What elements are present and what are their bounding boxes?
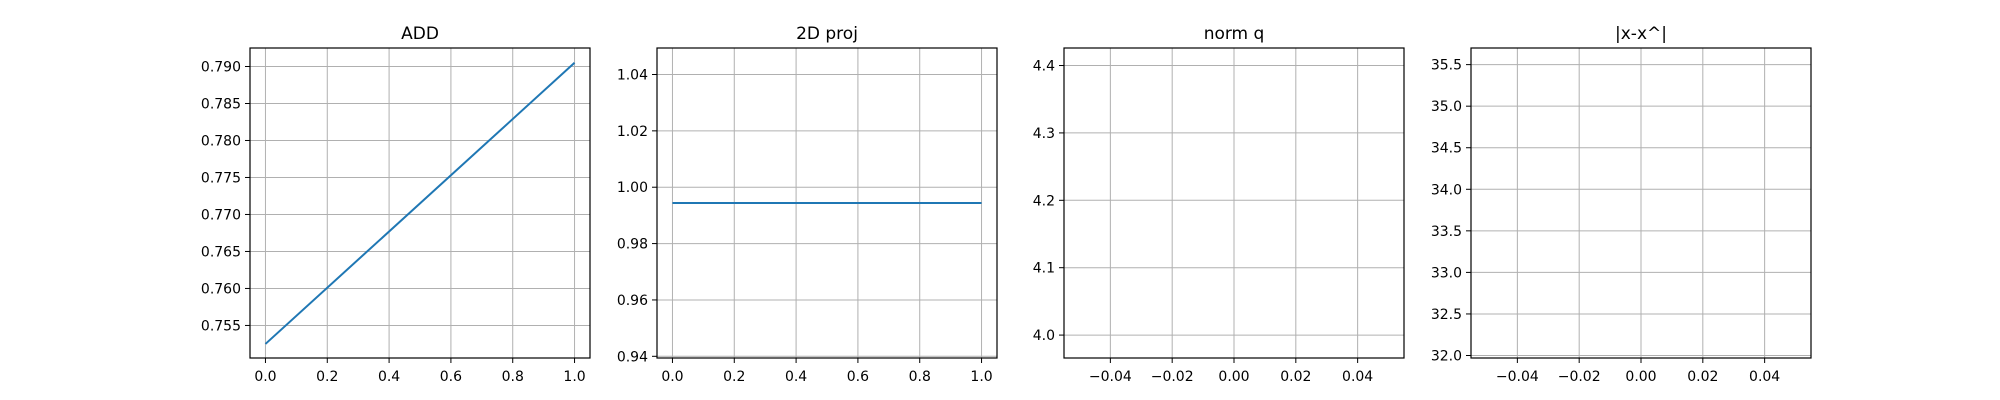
x-tick-label: −0.02 — [1151, 369, 1194, 385]
subplot-title: 2D proj — [796, 24, 858, 44]
x-tick-label: 0.2 — [316, 369, 338, 385]
y-tick-label: 4.1 — [1033, 261, 1055, 277]
y-tick-label: 1.02 — [617, 124, 648, 140]
y-tick-label: 4.0 — [1033, 328, 1055, 344]
subplot-title: |x-x^| — [1615, 24, 1667, 44]
subplot-4: −0.04 −0.02 0.00 0.02 0.04 32.0 32.5 33.0 33.5 34… — [1431, 24, 1812, 385]
x-tick-label: 0.4 — [785, 369, 807, 385]
y-tick-label: 0.790 — [201, 59, 241, 75]
x-tick-label: 0.04 — [1342, 369, 1373, 385]
x-tick-label: 0.2 — [723, 369, 745, 385]
y-tick-label: 4.4 — [1033, 59, 1055, 75]
x-tick-label: 0.6 — [440, 369, 462, 385]
x-tick-label: 0.8 — [502, 369, 524, 385]
y-tick-label: 1.00 — [617, 180, 648, 196]
subplot-title: norm q — [1204, 24, 1265, 44]
x-tick-label: 0.00 — [1625, 369, 1656, 385]
subplot-2: 0.0 0.2 0.4 0.6 0.8 1.0 0.94 0.96 0.98 1.00 1.02 1.… — [617, 24, 998, 385]
axes-frame — [656, 47, 998, 359]
y-tick-label: 0.765 — [201, 244, 241, 260]
y-tick-label: 0.770 — [201, 207, 241, 223]
y-tick-label: 4.2 — [1033, 193, 1055, 209]
y-tick-label: 0.96 — [617, 293, 648, 309]
x-tick-label: 0.0 — [661, 369, 683, 385]
x-tick-label: −0.02 — [1558, 369, 1601, 385]
y-tick-label: 0.760 — [201, 281, 241, 297]
x-tick-label: 0.0 — [254, 369, 276, 385]
x-tick-label: 0.02 — [1280, 369, 1311, 385]
series-line — [264, 62, 576, 345]
y-tick-label: 32.0 — [1431, 349, 1462, 365]
y-tick-label: 34.5 — [1431, 141, 1462, 157]
y-tick-label: 33.5 — [1431, 224, 1462, 240]
y-tick-label: 0.94 — [617, 349, 648, 365]
y-tick-label: 1.04 — [617, 67, 648, 83]
y-tick-label: 4.3 — [1033, 126, 1055, 142]
y-tick-label: 0.755 — [201, 318, 241, 334]
x-tick-label: 0.00 — [1218, 369, 1249, 385]
x-tick-label: −0.04 — [1089, 369, 1132, 385]
y-tick-label: 0.775 — [201, 170, 241, 186]
y-tick-label: 35.0 — [1431, 99, 1462, 115]
y-tick-label: 34.0 — [1431, 182, 1462, 198]
x-tick-label: 1.0 — [970, 369, 992, 385]
x-tick-label: 0.4 — [378, 369, 400, 385]
subplot-title: ADD — [401, 24, 439, 44]
y-tick-label: 0.780 — [201, 133, 241, 149]
subplot-1: 0.0 0.2 0.4 0.6 0.8 1.0 0.755 0.760 0.765 0.770 0.… — [201, 24, 591, 385]
x-tick-label: 0.8 — [909, 369, 931, 385]
y-tick-label: 35.5 — [1431, 58, 1462, 74]
axes-frame — [249, 47, 591, 359]
x-tick-label: −0.04 — [1496, 369, 1539, 385]
y-tick-label: 0.785 — [201, 96, 241, 112]
x-tick-label: 0.04 — [1749, 369, 1780, 385]
x-tick-label: 0.02 — [1687, 369, 1718, 385]
x-tick-label: 1.0 — [563, 369, 585, 385]
y-tick-label: 32.5 — [1431, 307, 1462, 323]
x-tick-label: 0.6 — [847, 369, 869, 385]
y-tick-label: 0.98 — [617, 237, 648, 253]
subplot-3: −0.04 −0.02 0.00 0.02 0.04 4.0 4.1 4.2 4.3 4.4 nor… — [1033, 24, 1405, 385]
y-tick-label: 33.0 — [1431, 265, 1462, 281]
